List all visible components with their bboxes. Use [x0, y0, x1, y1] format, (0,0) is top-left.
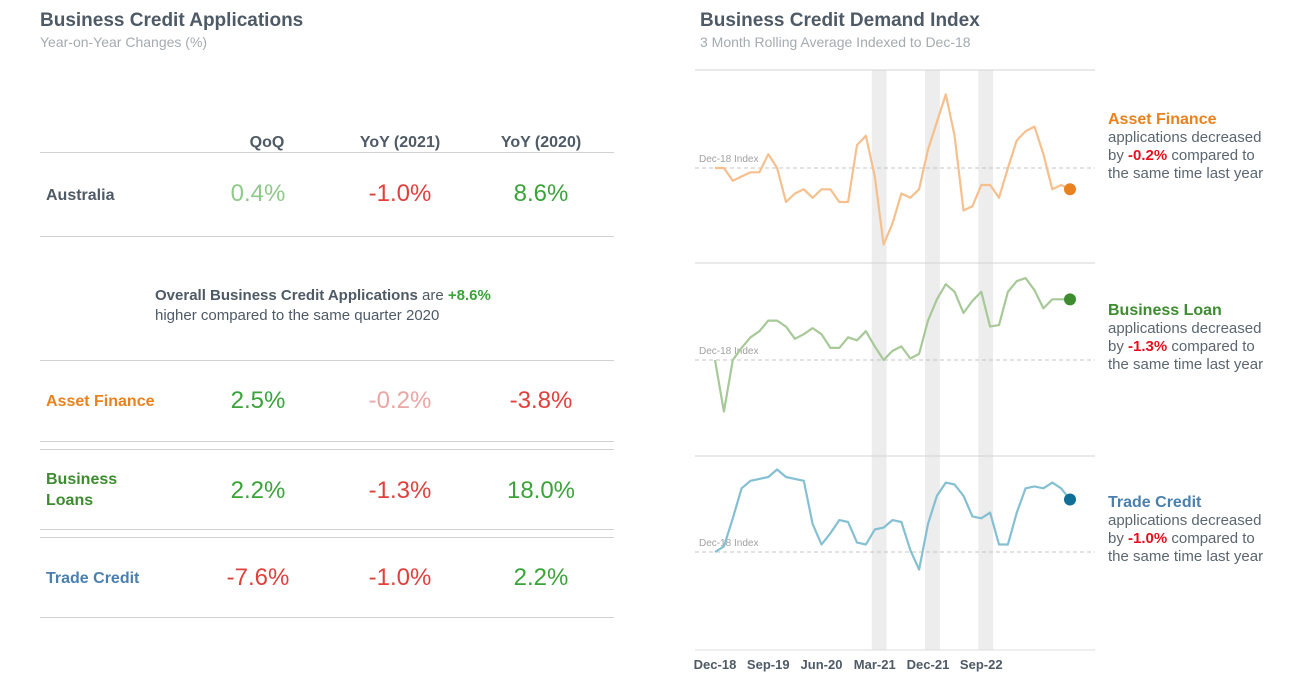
divider — [40, 529, 614, 530]
series-line-business-loan — [713, 277, 1070, 413]
annotation-name: Trade Credit — [1108, 494, 1202, 511]
index-label-1: Dec-18 Index — [699, 346, 758, 357]
annotation-pre: by — [1108, 147, 1129, 164]
series-line-asset-finance — [715, 93, 1071, 246]
note-value: +8.6% — [447, 287, 491, 304]
value-business-loans-yoy-2020: 18.0% — [506, 477, 576, 504]
row-label-business-loans: Business Loans — [46, 471, 118, 509]
applications-subtitle: Year-on-Year Changes (%) — [40, 34, 208, 50]
row-label-australia: Australia — [46, 187, 115, 204]
annotation-pre: by — [1108, 530, 1129, 547]
row-label-asset-finance: Asset Finance — [46, 393, 155, 410]
divider — [40, 441, 614, 442]
divider — [40, 152, 614, 153]
value-business-loans-qoq: 2.2% — [230, 477, 286, 504]
column-header-qoq: QoQ — [249, 134, 285, 151]
end-point-business-loan — [1064, 293, 1076, 306]
column-header-yoy-2020: YoY (2020) — [500, 134, 582, 151]
annotation-trade-credit: Trade Credit applications decreased by -… — [1108, 494, 1263, 566]
x-tick-label: Sep-19 — [747, 657, 790, 672]
demand-index-subtitle: 3 Month Rolling Average Indexed to Dec-1… — [700, 34, 971, 50]
annotation-business-loan: Business Loan applications decreased by … — [1108, 302, 1263, 374]
annotation-post: compared to — [1167, 147, 1255, 164]
divider — [40, 449, 614, 450]
value-asset-finance-yoy-2020: -3.8% — [509, 387, 573, 414]
note-mid: are — [417, 287, 448, 304]
divider — [40, 617, 614, 618]
value-trade-credit-qoq: -7.6% — [226, 564, 290, 591]
value-trade-credit-yoy-2021: -1.0% — [368, 564, 432, 591]
annotation-name: Business Loan — [1108, 302, 1222, 319]
value-australia-yoy-2020: 8.6% — [513, 180, 569, 207]
annotation-line1: applications decreased — [1108, 512, 1262, 529]
note-line2: higher compared to the same quarter 2020 — [155, 307, 440, 324]
end-point-asset-finance — [1064, 183, 1076, 196]
applications-panel: Business Credit Applications Year-on-Yea… — [0, 0, 640, 684]
annotation-post: compared to — [1167, 530, 1255, 547]
x-tick-label: Dec-21 — [907, 657, 950, 672]
divider — [40, 537, 614, 538]
x-tick-label: Mar-21 — [854, 657, 896, 672]
column-header-yoy-2021: YoY (2021) — [359, 134, 441, 151]
x-tick-label: Jun-20 — [801, 657, 843, 672]
value-trade-credit-yoy-2020: 2.2% — [513, 564, 569, 591]
value-australia-yoy-2021: -1.0% — [368, 180, 432, 207]
annotation-line3: the same time last year — [1108, 548, 1264, 565]
x-tick-label: Dec-18 — [694, 657, 737, 672]
value-australia-qoq: 0.4% — [230, 180, 286, 207]
index-label-0: Dec-18 Index — [699, 154, 758, 165]
shaded-band-2 — [978, 70, 994, 650]
value-business-loans-yoy-2021: -1.3% — [368, 477, 432, 504]
annotation-line3: the same time last year — [1108, 356, 1264, 373]
annotation-line3: the same time last year — [1108, 165, 1264, 182]
annotation-pre: by — [1108, 338, 1129, 355]
annotation-value: -1.0% — [1128, 530, 1168, 547]
annotation-post: compared to — [1167, 338, 1255, 355]
end-point-trade-credit — [1064, 493, 1076, 506]
shaded-band-0 — [871, 70, 887, 650]
note-bold: Overall Business Credit Applications — [155, 287, 418, 304]
series-line-trade-credit — [714, 468, 1071, 571]
applications-title: Business Credit Applications — [40, 10, 304, 31]
x-tick-label: Sep-22 — [960, 657, 1003, 672]
overall-note: Overall Business Credit Applications are… — [155, 286, 491, 326]
annotation-asset-finance: Asset Finance applications decreased by … — [1108, 111, 1263, 183]
annotation-value: -0.2% — [1128, 147, 1168, 164]
annotation-name: Asset Finance — [1108, 111, 1217, 128]
value-asset-finance-qoq: 2.5% — [230, 387, 286, 414]
value-asset-finance-yoy-2021: -0.2% — [368, 387, 432, 414]
row-label-trade-credit: Trade Credit — [46, 570, 140, 587]
annotation-line1: applications decreased — [1108, 320, 1262, 337]
annotation-line1: applications decreased — [1108, 129, 1262, 146]
divider — [40, 360, 614, 361]
index-label-2: Dec-18 Index — [699, 538, 758, 549]
annotation-value: -1.3% — [1128, 338, 1168, 355]
demand-index-title: Business Credit Demand Index — [700, 10, 980, 31]
divider — [40, 236, 614, 237]
shaded-band-1 — [925, 70, 940, 650]
